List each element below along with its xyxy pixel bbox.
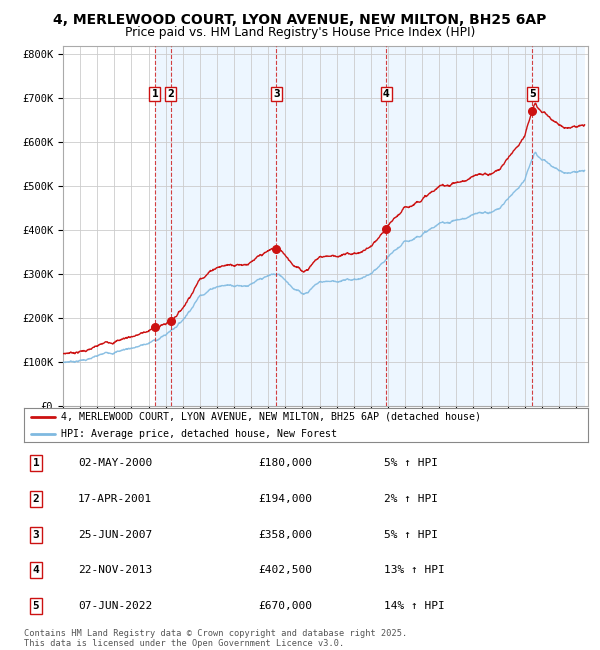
Text: 5: 5 — [529, 89, 536, 99]
Text: 2% ↑ HPI: 2% ↑ HPI — [384, 494, 438, 504]
Text: This data is licensed under the Open Government Licence v3.0.: This data is licensed under the Open Gov… — [24, 639, 344, 648]
Text: 4: 4 — [32, 566, 40, 575]
Text: 5: 5 — [32, 601, 40, 611]
Text: 4, MERLEWOOD COURT, LYON AVENUE, NEW MILTON, BH25 6AP: 4, MERLEWOOD COURT, LYON AVENUE, NEW MIL… — [53, 12, 547, 27]
Text: 1: 1 — [32, 458, 40, 468]
Text: £358,000: £358,000 — [258, 530, 312, 540]
Text: £402,500: £402,500 — [258, 566, 312, 575]
Bar — [155, 46, 170, 406]
Text: Price paid vs. HM Land Registry's House Price Index (HPI): Price paid vs. HM Land Registry's House … — [125, 26, 475, 39]
Text: 5% ↑ HPI: 5% ↑ HPI — [384, 458, 438, 468]
Text: £670,000: £670,000 — [258, 601, 312, 611]
Text: 2: 2 — [167, 89, 174, 99]
Text: 22-NOV-2013: 22-NOV-2013 — [78, 566, 152, 575]
Text: 5% ↑ HPI: 5% ↑ HPI — [384, 530, 438, 540]
Text: 2: 2 — [32, 494, 40, 504]
Text: HPI: Average price, detached house, New Forest: HPI: Average price, detached house, New … — [61, 428, 337, 439]
Text: £180,000: £180,000 — [258, 458, 312, 468]
Text: 17-APR-2001: 17-APR-2001 — [78, 494, 152, 504]
Text: 4: 4 — [383, 89, 389, 99]
Bar — [277, 46, 386, 406]
Text: 1: 1 — [151, 89, 158, 99]
Text: 4, MERLEWOOD COURT, LYON AVENUE, NEW MILTON, BH25 6AP (detached house): 4, MERLEWOOD COURT, LYON AVENUE, NEW MIL… — [61, 411, 481, 422]
Text: 3: 3 — [273, 89, 280, 99]
Bar — [170, 46, 277, 406]
Text: 02-MAY-2000: 02-MAY-2000 — [78, 458, 152, 468]
Bar — [386, 46, 532, 406]
Text: 13% ↑ HPI: 13% ↑ HPI — [384, 566, 445, 575]
Text: 07-JUN-2022: 07-JUN-2022 — [78, 601, 152, 611]
Text: £194,000: £194,000 — [258, 494, 312, 504]
Text: 25-JUN-2007: 25-JUN-2007 — [78, 530, 152, 540]
Bar — [532, 46, 584, 406]
Text: Contains HM Land Registry data © Crown copyright and database right 2025.: Contains HM Land Registry data © Crown c… — [24, 629, 407, 638]
Text: 14% ↑ HPI: 14% ↑ HPI — [384, 601, 445, 611]
Text: 3: 3 — [32, 530, 40, 540]
